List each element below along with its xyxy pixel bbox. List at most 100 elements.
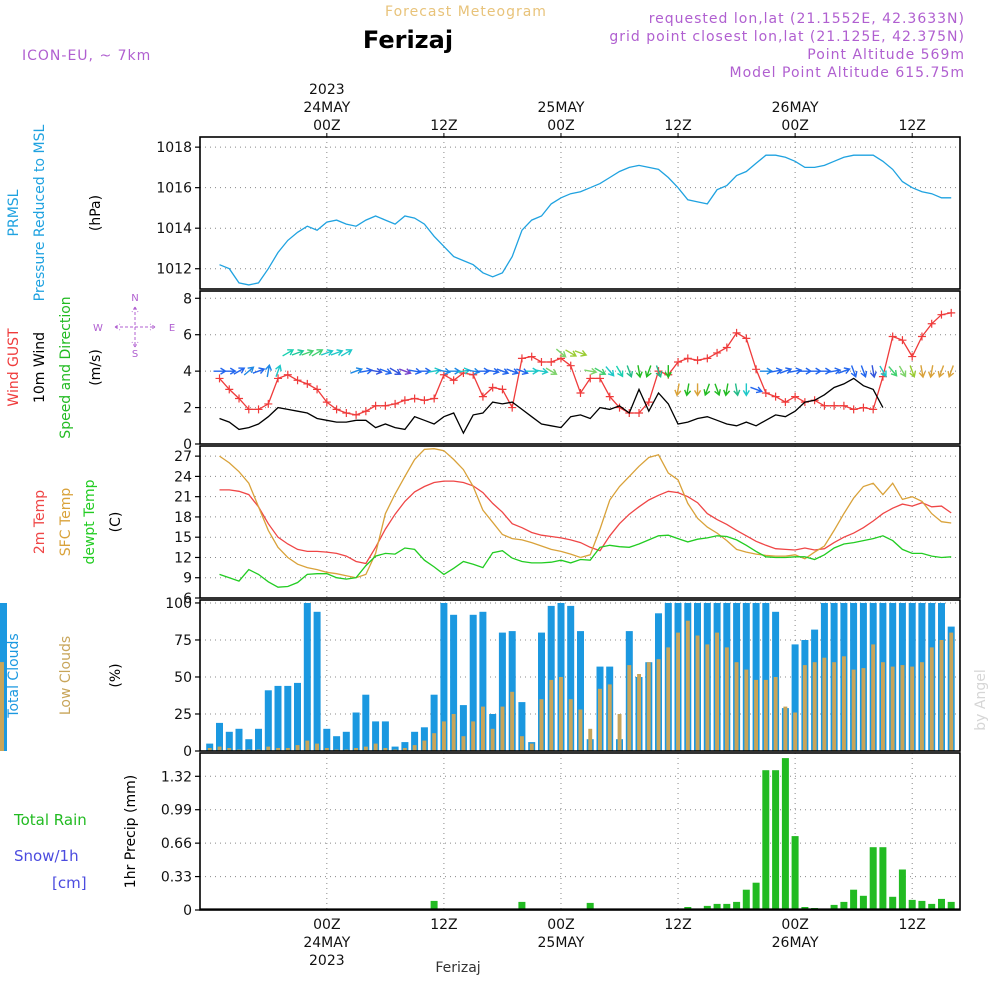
clouds-ytick-label: 0 bbox=[183, 744, 192, 760]
low-cloud-bar bbox=[529, 743, 534, 751]
model-name: ICON-EU, ~ 7km bbox=[22, 48, 151, 64]
rain-bar bbox=[723, 903, 731, 910]
wind-direction-arrow bbox=[703, 383, 711, 397]
low-cloud-bar bbox=[607, 684, 612, 751]
low-cloud-bar bbox=[354, 748, 358, 751]
gust-marker bbox=[283, 370, 292, 379]
low-cloud-bar bbox=[276, 748, 280, 751]
rain-bar bbox=[781, 758, 789, 910]
wind-direction-arrow bbox=[275, 364, 282, 378]
wind-direction-arrow bbox=[644, 365, 652, 379]
low-cloud-bar bbox=[510, 691, 515, 751]
clouds-axis-label: Total Clouds bbox=[6, 633, 22, 718]
wind-direction-arrow bbox=[742, 383, 750, 397]
model-point-altitude: Model Point Altitude 615.75m bbox=[730, 65, 965, 81]
temperature-axis-label: (C) bbox=[108, 512, 124, 533]
wind-direction-arrow bbox=[779, 367, 793, 375]
low-cloud-bar bbox=[539, 699, 544, 751]
temperature-axis-label: dewpt Temp bbox=[82, 479, 98, 564]
rain-bar bbox=[703, 905, 711, 910]
wind-direction-arrow bbox=[233, 367, 246, 375]
wind-direction-arrow bbox=[664, 365, 672, 379]
temperature-axis-label: SFC Temp bbox=[58, 488, 74, 557]
gust-marker bbox=[927, 319, 936, 328]
low-cloud-bar bbox=[929, 647, 934, 751]
precip-ytick-label: 0.33 bbox=[161, 870, 192, 886]
wind-direction-arrow bbox=[399, 368, 412, 375]
pressure-ytick-label: 1018 bbox=[156, 140, 192, 156]
low-cloud-bar bbox=[363, 746, 368, 751]
wind-panel: 0 2 4 6 8 Wind GUST 10m Wind Speed and Directio… bbox=[6, 291, 961, 453]
wind-direction-arrow bbox=[418, 367, 432, 375]
low-cloud-bar bbox=[754, 679, 758, 751]
gust-marker bbox=[508, 403, 517, 412]
wind-direction-arrow bbox=[516, 368, 529, 375]
wind-direction-arrow bbox=[869, 365, 877, 379]
rain-bar bbox=[918, 900, 926, 910]
gust-marker bbox=[761, 389, 770, 397]
gust-marker bbox=[693, 356, 702, 365]
gust-marker bbox=[703, 354, 712, 363]
rain-bar bbox=[947, 901, 955, 910]
clouds-ytick-label: 100 bbox=[165, 596, 192, 612]
gust-marker bbox=[391, 399, 400, 408]
gust-marker bbox=[332, 405, 341, 414]
temperature-ytick-label: 15 bbox=[174, 530, 192, 546]
temperature-series-dewpt-temp bbox=[219, 534, 952, 588]
station-name: Ferizaj bbox=[363, 26, 453, 54]
low-cloud-bar bbox=[617, 714, 622, 751]
gust-marker bbox=[742, 334, 751, 343]
total-cloud-bar bbox=[274, 685, 282, 751]
top-time-label: 24MAY bbox=[303, 100, 350, 116]
rain-bar bbox=[742, 889, 750, 910]
temperature-ytick-label: 21 bbox=[174, 490, 192, 506]
low-cloud-bar bbox=[676, 632, 680, 751]
wind-ytick-label: 4 bbox=[183, 364, 192, 380]
gust-marker bbox=[635, 409, 644, 418]
low-cloud-bar bbox=[715, 632, 719, 751]
gust-marker bbox=[547, 358, 556, 367]
wind-ytick-label: 6 bbox=[183, 328, 192, 344]
gust-marker bbox=[410, 394, 419, 403]
wind-direction-arrow bbox=[879, 365, 887, 378]
wind-axis-label: (m/s) bbox=[88, 349, 104, 386]
total-cloud-bar bbox=[518, 702, 526, 751]
temperature-panel: 6 9 12 15 18 21 24 27 2m Temp SFC Temp dewpt Temp (… bbox=[32, 445, 961, 607]
wind-direction-arrow bbox=[674, 383, 682, 397]
total-cloud-bar bbox=[381, 721, 389, 751]
precip-ytick-label: 0.66 bbox=[161, 836, 192, 852]
wind-series-wind-gust bbox=[219, 312, 952, 416]
total-cloud-bar bbox=[235, 728, 243, 751]
total-cloud-bar bbox=[420, 727, 428, 751]
wind-direction-arrow bbox=[447, 367, 462, 375]
rain-bar bbox=[879, 847, 887, 910]
low-cloud-bar bbox=[266, 746, 271, 751]
temperature-ytick-label: 12 bbox=[174, 550, 192, 566]
clouds-axis-label: Low Clouds bbox=[58, 636, 74, 715]
top-time-label: 00Z bbox=[547, 118, 574, 134]
wind-direction-arrow bbox=[340, 349, 353, 357]
wind-direction-arrow bbox=[828, 367, 842, 375]
gust-marker bbox=[586, 374, 595, 383]
wind-direction-arrow bbox=[496, 368, 510, 375]
top-time-label: 00Z bbox=[781, 118, 808, 134]
total-cloud-bar bbox=[547, 605, 555, 751]
wind-direction-arrow bbox=[476, 367, 491, 375]
bottom-time-label: 12Z bbox=[664, 917, 691, 933]
total-cloud-bar bbox=[401, 742, 409, 751]
wind-direction-arrow bbox=[937, 365, 945, 379]
low-cloud-bar bbox=[451, 714, 456, 751]
low-cloud-bar bbox=[637, 674, 641, 751]
wind-direction-arrow bbox=[291, 349, 305, 356]
wind-direction-arrow bbox=[898, 365, 907, 378]
gust-marker bbox=[264, 399, 273, 408]
total-cloud-bar bbox=[391, 746, 399, 751]
low-cloud-bar bbox=[773, 677, 778, 751]
total-cloud-bar bbox=[469, 614, 477, 751]
total-cloud-bar bbox=[440, 603, 448, 751]
total-cloud-bar bbox=[225, 731, 233, 751]
wind-direction-arrow bbox=[535, 367, 549, 375]
gust-marker bbox=[849, 405, 858, 414]
wind-direction-arrow bbox=[252, 367, 266, 375]
wind-series-10m-wind bbox=[219, 377, 884, 435]
